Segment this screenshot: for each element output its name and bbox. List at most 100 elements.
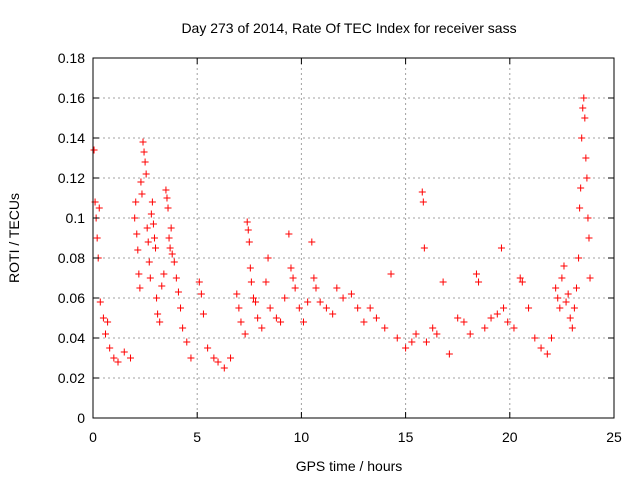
data-point	[418, 188, 426, 196]
data-point	[516, 274, 524, 282]
data-point	[299, 318, 307, 326]
grid-layer	[93, 58, 614, 418]
data-point	[141, 158, 149, 166]
data-point	[227, 354, 235, 362]
data-point	[475, 278, 483, 286]
data-point	[96, 298, 104, 306]
x-tick-label: 25	[606, 429, 622, 445]
data-point	[558, 274, 566, 282]
data-point	[354, 304, 362, 312]
data-point	[586, 274, 594, 282]
data-point	[493, 310, 501, 318]
data-point	[487, 314, 495, 322]
data-point	[287, 264, 295, 272]
data-point	[510, 324, 518, 332]
data-point	[246, 264, 254, 272]
data-point	[170, 258, 178, 266]
data-point	[552, 284, 560, 292]
data-point	[90, 146, 98, 154]
data-point	[136, 284, 144, 292]
data-point	[148, 198, 156, 206]
data-point	[174, 288, 182, 296]
x-tick-label: 0	[89, 429, 97, 445]
data-point	[177, 304, 185, 312]
data-point	[560, 262, 568, 270]
data-point	[104, 318, 112, 326]
data-point	[138, 190, 146, 198]
data-point	[187, 354, 195, 362]
data-point	[570, 304, 578, 312]
y-tick-label: 0	[77, 410, 85, 426]
x-tick-label: 20	[502, 429, 518, 445]
data-point	[387, 270, 395, 278]
data-point	[554, 294, 562, 302]
data-point	[258, 324, 266, 332]
data-point	[110, 354, 118, 362]
data-point	[135, 270, 143, 278]
y-tick-label: 0.04	[58, 330, 85, 346]
data-point	[562, 298, 570, 306]
y-tick-label: 0.12	[58, 170, 85, 186]
y-axis-label: ROTI / TECUs	[6, 193, 22, 283]
x-tick-label: 10	[294, 429, 310, 445]
data-point	[312, 284, 320, 292]
data-point	[147, 210, 155, 218]
data-point	[166, 244, 174, 252]
data-point	[179, 324, 187, 332]
data-point	[137, 178, 145, 186]
y-tick-label: 0.02	[58, 370, 85, 386]
data-point	[322, 304, 330, 312]
data-point	[153, 294, 161, 302]
data-point	[439, 278, 447, 286]
data-point	[247, 278, 255, 286]
data-point	[142, 170, 150, 178]
data-point	[163, 194, 171, 202]
data-point	[95, 204, 103, 212]
data-point	[199, 310, 207, 318]
data-point	[518, 278, 526, 286]
data-point	[127, 354, 135, 362]
data-point	[556, 304, 564, 312]
x-tick-label: 5	[193, 429, 201, 445]
data-point	[162, 186, 170, 194]
data-point	[132, 198, 140, 206]
data-point	[339, 294, 347, 302]
data-point	[584, 214, 592, 222]
data-point	[168, 250, 176, 258]
data-point	[249, 294, 257, 302]
data-point	[547, 334, 555, 342]
data-point	[233, 290, 241, 298]
data-point	[575, 254, 583, 262]
data-point	[372, 314, 380, 322]
plot-frame	[92, 57, 615, 419]
data-point	[241, 330, 249, 338]
data-point	[393, 334, 401, 342]
data-point	[347, 290, 355, 298]
data-point	[149, 220, 157, 228]
data-point	[146, 274, 154, 282]
data-point	[285, 230, 293, 238]
data-point	[572, 284, 580, 292]
data-point	[266, 304, 274, 312]
data-point	[304, 298, 312, 306]
data-point	[220, 364, 228, 372]
data-point	[154, 310, 162, 318]
data-point	[237, 318, 245, 326]
data-point	[144, 238, 152, 246]
data-point	[167, 224, 175, 232]
data-point	[272, 314, 280, 322]
data-point	[114, 358, 122, 366]
data-point	[360, 318, 368, 326]
data-point	[245, 238, 253, 246]
data-point	[243, 218, 251, 226]
data-point	[133, 230, 141, 238]
data-point	[537, 344, 545, 352]
data-point	[585, 234, 593, 242]
data-point	[466, 330, 474, 338]
data-point	[580, 94, 588, 102]
data-point	[106, 344, 114, 352]
y-tick-label: 0.1	[66, 210, 86, 226]
data-point	[281, 294, 289, 302]
data-points	[90, 94, 594, 372]
